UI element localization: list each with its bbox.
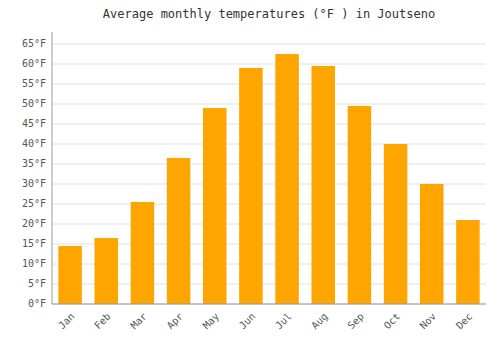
x-tick-label: Apr [165,311,186,332]
grid-line [52,84,486,85]
chart-svg: 0°F 5°F 10°F 15°F 20°F 25°F 30°F 35°F 40°F 45°F 50… [0,0,500,350]
y-tick-label: 10°F [22,258,46,269]
x-tick-label: Jul [273,311,294,332]
bar [239,68,263,304]
grid-line [52,64,486,65]
grid-line [52,304,486,305]
x-tick-label: May [201,311,222,332]
bar [58,246,82,304]
grid-line [52,164,486,165]
bar [456,220,480,304]
bar [131,202,155,304]
x-tick-label: Mar [128,311,149,332]
y-tick-label: 40°F [22,138,46,149]
y-tick-label: 0°F [28,298,46,309]
grid-line [52,44,486,45]
x-tick-label: Aug [309,311,330,332]
y-tick-label: 45°F [22,118,46,129]
y-tick-label: 15°F [22,238,46,249]
bar [203,108,227,304]
x-tick-label: Nov [418,311,439,332]
grid-line [52,104,486,105]
bar [420,184,444,304]
x-tick-label: Sep [345,311,366,332]
y-axis: 0°F 5°F 10°F 15°F 20°F 25°F 30°F 35°F 40°F 45°F 50… [22,32,52,309]
bars [58,54,479,304]
x-tick-label: Dec [454,311,475,332]
y-tick-label: 60°F [22,58,46,69]
bar [94,238,118,304]
bar [384,144,408,304]
y-tick-label: 65°F [22,38,46,49]
y-tick-label: 30°F [22,178,46,189]
y-tick-label: 55°F [22,78,46,89]
chart-container: 0°F 5°F 10°F 15°F 20°F 25°F 30°F 35°F 40°F 45°F 50… [0,0,500,350]
x-tick-label: Jan [56,311,77,332]
grid-line [52,144,486,145]
bar [275,54,299,304]
x-tick-label: Feb [92,311,113,332]
bar [348,106,372,304]
bar [311,66,335,304]
y-tick-label: 35°F [22,158,46,169]
x-axis-line [52,304,486,305]
grid [52,44,486,304]
y-tick-label: 5°F [28,278,46,289]
grid-line [52,124,486,125]
y-tick-label: 50°F [22,98,46,109]
y-axis-line [52,32,53,304]
x-axis: Jan Feb Mar Apr May Jun Jul Aug Sep Oct Nov Dec [52,304,486,331]
x-tick-label: Oct [382,311,403,332]
x-tick-label: Jun [237,311,258,332]
y-tick-label: 25°F [22,198,46,209]
bar [167,158,191,304]
y-tick-label: 20°F [22,218,46,229]
title: Average monthly temperatures (°F ) in Jo… [103,7,435,21]
